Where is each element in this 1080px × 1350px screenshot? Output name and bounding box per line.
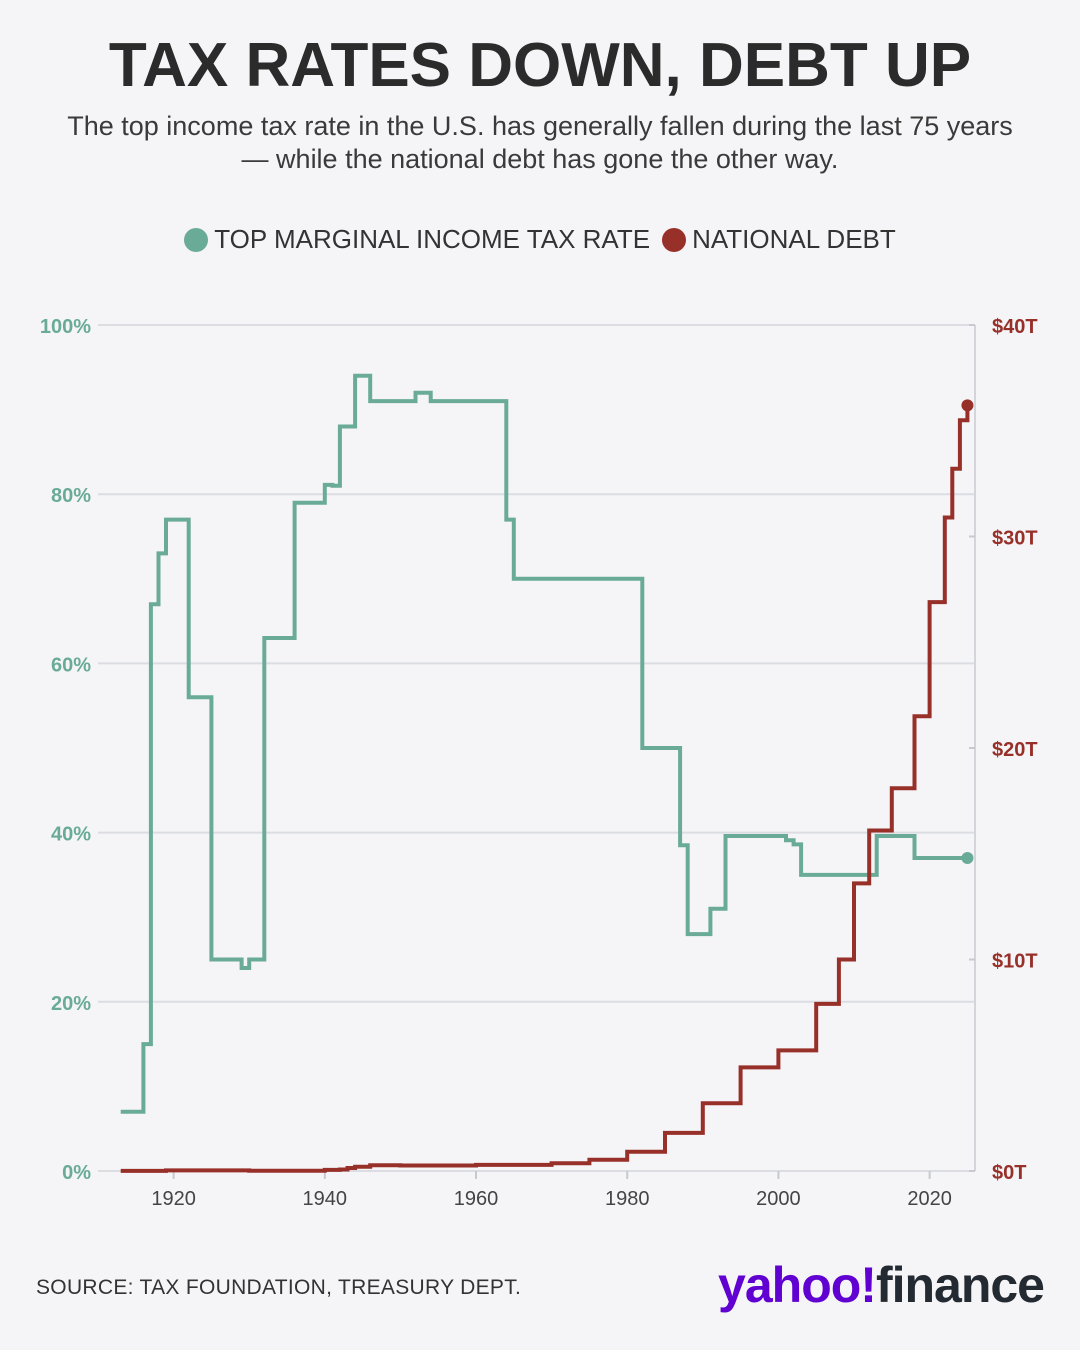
x-tick-label: 1920	[151, 1188, 196, 1210]
legend-dot-tax-rate	[184, 227, 209, 252]
tax-rate-line	[120, 373, 968, 1114]
legend-item-national-debt: NATIONAL DEBT	[662, 224, 896, 255]
y-left-tick-label: 80%	[51, 485, 91, 507]
national-debt-end-point	[961, 399, 974, 412]
tax-rate-end-point	[961, 851, 974, 864]
brand-finance: finance	[875, 1257, 1045, 1313]
x-tick-label: 1960	[454, 1188, 499, 1210]
brand-yahoo: yahoo!	[718, 1257, 877, 1313]
chart-subtitle: The top income tax rate in the U.S. has …	[67, 111, 1013, 174]
y-right-tick-label: $30T	[992, 528, 1038, 550]
source-note: SOURCE: TAX FOUNDATION, TREASURY DEPT.	[36, 1276, 522, 1299]
y-left-tick-label: 100%	[40, 316, 91, 338]
y-right-tick-label: $40T	[992, 316, 1038, 338]
y-right-tick-label: $10T	[992, 951, 1038, 973]
y-left-tick-label: 60%	[51, 654, 91, 676]
x-tick-label: 1940	[303, 1188, 348, 1210]
brand-logo: yahoo!finance	[718, 1256, 1045, 1314]
legend: TOP MARGINAL INCOME TAX RATE NATIONAL DE…	[0, 224, 1080, 255]
y-right-tick-label: $20T	[992, 739, 1038, 761]
y-left-tick-label: 20%	[51, 993, 91, 1015]
y-left-tick-label: 40%	[51, 824, 91, 846]
y-right-tick-label: $0T	[992, 1162, 1026, 1184]
legend-label-tax-rate: TOP MARGINAL INCOME TAX RATE	[214, 224, 651, 254]
national-debt-line	[120, 405, 970, 1173]
legend-dot-national-debt	[662, 227, 687, 252]
legend-item-tax-rate: TOP MARGINAL INCOME TAX RATE	[184, 224, 650, 255]
chart-title: TAX RATES DOWN, DEBT UP	[108, 31, 972, 100]
x-tick-label: 2020	[907, 1188, 952, 1210]
x-tick-label: 1980	[605, 1188, 650, 1210]
legend-label-national-debt: NATIONAL DEBT	[692, 224, 896, 254]
x-tick-label: 2000	[756, 1188, 801, 1210]
y-left-tick-label: 0%	[62, 1162, 91, 1184]
